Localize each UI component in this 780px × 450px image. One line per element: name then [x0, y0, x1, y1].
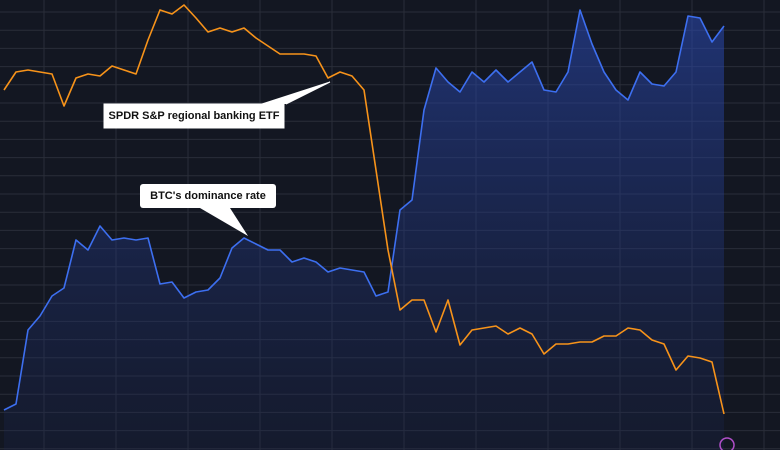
- annotation-text: BTC's dominance rate: [150, 190, 266, 202]
- area: [4, 10, 724, 450]
- line: [3, 4, 725, 415]
- plot: [3, 4, 725, 450]
- callout-box: [140, 184, 276, 208]
- annotation: SPDR S&P regional banking ETF: [103, 81, 331, 129]
- icon: [719, 437, 735, 450]
- callout-box: [104, 104, 284, 128]
- callout: [200, 208, 248, 236]
- annotation: BTC's dominance rate: [140, 184, 276, 236]
- annotation-text: SPDR S&P regional banking ETF: [109, 110, 280, 122]
- line: [3, 9, 725, 411]
